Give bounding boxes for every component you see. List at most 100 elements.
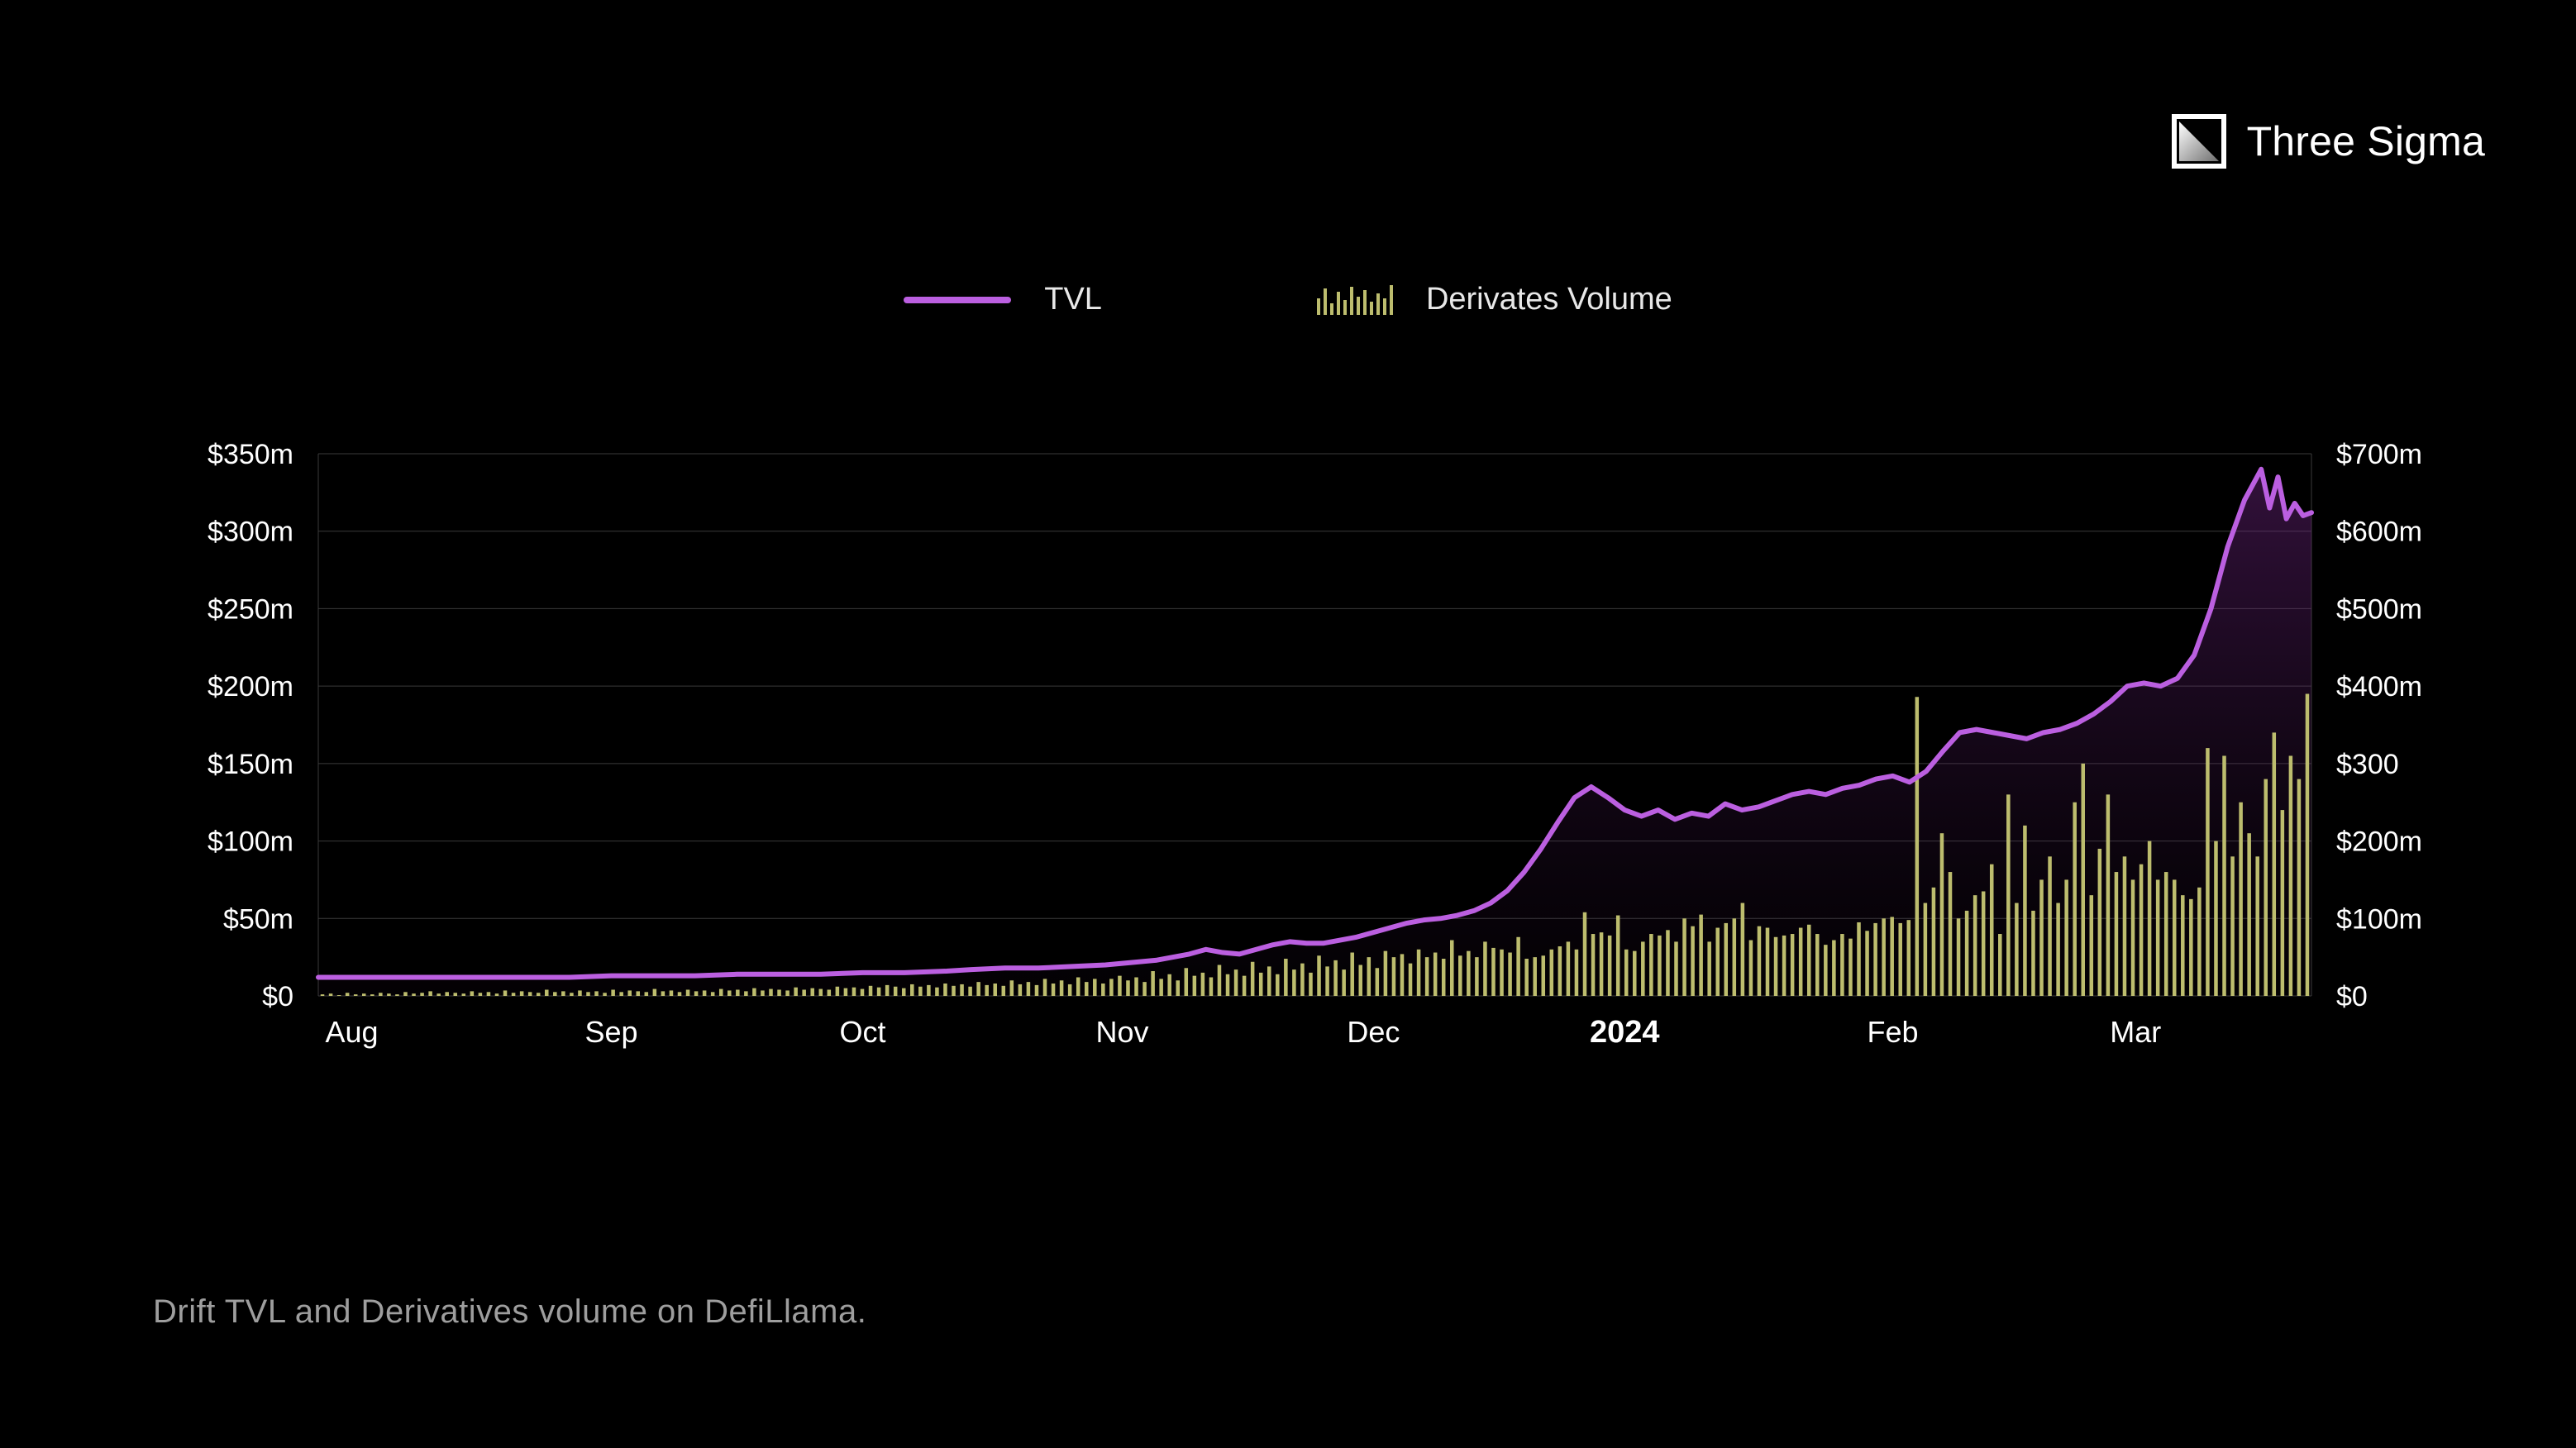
volume-bar (553, 992, 557, 996)
volume-bar (2239, 803, 2243, 996)
volume-bar (1890, 917, 1894, 996)
volume-bar (1915, 697, 1920, 996)
x-tick: Feb (1867, 1015, 1918, 1049)
volume-bar (1234, 969, 1238, 996)
legend-swatch-bars (1317, 285, 1393, 315)
volume-bar (1458, 955, 1462, 996)
volume-bar (918, 987, 923, 996)
volume-bar (2039, 879, 2044, 996)
y-left-tick: $350m (208, 442, 293, 470)
volume-bar (852, 988, 856, 996)
tvl-area (318, 469, 2311, 996)
volume-bar (802, 990, 806, 996)
volume-bar (1591, 934, 1596, 996)
volume-bar (1309, 973, 1313, 996)
volume-bar (1516, 937, 1520, 996)
volume-bar (1392, 957, 1396, 996)
volume-bar (1567, 941, 1571, 996)
volume-bar (1159, 979, 1163, 996)
volume-bar (1176, 980, 1180, 996)
volume-bar (603, 993, 607, 996)
volume-bar (1550, 950, 1554, 996)
y-left-tick: $250m (208, 593, 293, 625)
volume-bar (1384, 951, 1388, 996)
volume-bar (653, 989, 657, 996)
volume-bar (869, 986, 873, 996)
volume-bar (1990, 865, 1994, 996)
volume-bar (1691, 926, 1695, 996)
volume-bar (2247, 833, 2251, 996)
volume-bar (1333, 960, 1338, 996)
volume-bar (777, 990, 781, 996)
volume-bar (1442, 959, 1446, 996)
volume-bar (1317, 955, 1321, 996)
volume-bar (711, 992, 715, 996)
volume-bar (487, 992, 491, 996)
volume-bar (2297, 779, 2302, 996)
volume-bar (627, 990, 632, 996)
volume-bar (379, 993, 383, 996)
volume-bar (1674, 941, 1678, 996)
volume-bar (1649, 934, 1653, 996)
volume-bar (1641, 941, 1645, 996)
volume-bar (1151, 971, 1155, 996)
volume-bar (1376, 968, 1380, 996)
volume-bar (1699, 915, 1703, 996)
volume-bar (436, 993, 441, 996)
volume-bar (2306, 694, 2310, 996)
volume-bar (1774, 937, 1778, 996)
volume-bar (2264, 779, 2268, 996)
volume-bar (2023, 826, 2027, 996)
volume-bar (1682, 918, 1686, 996)
volume-bar (819, 989, 823, 996)
volume-bar (1292, 969, 1296, 996)
volume-bar (428, 991, 432, 996)
volume-bar (1799, 928, 1803, 996)
volume-bar (1882, 918, 1886, 996)
x-tick: 2024 (1590, 1015, 1660, 1050)
volume-bar (736, 990, 740, 996)
y-right-tick: $300 (2336, 749, 2399, 780)
volume-bar (1251, 962, 1255, 996)
volume-bar (1043, 979, 1047, 996)
y-left-tick: $150m (208, 749, 293, 780)
volume-bar (1068, 984, 1072, 996)
legend-swatch-line (904, 297, 1011, 303)
volume-bar (976, 982, 980, 996)
volume-bar (902, 988, 906, 996)
y-right-tick: $600m (2336, 517, 2422, 548)
volume-bar (1924, 903, 1928, 996)
volume-bar (968, 987, 972, 996)
y-left-tick: $0 (262, 981, 293, 1012)
volume-bar (828, 990, 832, 996)
volume-bar (1558, 946, 1562, 996)
volume-bar (761, 990, 765, 996)
volume-bar (2031, 911, 2035, 996)
volume-bar (1425, 957, 1429, 996)
volume-bar (578, 990, 582, 996)
volume-bar (412, 993, 416, 996)
volume-bar (2189, 899, 2193, 996)
volume-bar (1633, 951, 1637, 996)
volume-bar (910, 984, 914, 996)
volume-bar (2006, 794, 2011, 996)
volume-bar (1126, 980, 1130, 996)
volume-bar (1940, 833, 1944, 996)
brand-logo: Three Sigma (2169, 112, 2485, 171)
volume-bar (1010, 980, 1014, 996)
volume-bar (1907, 920, 1911, 996)
volume-bar (1267, 966, 1271, 996)
volume-bar (1932, 888, 1936, 996)
volume-bar (1608, 936, 1612, 996)
legend-item-tvl: TVL (904, 282, 1102, 317)
volume-bar (1167, 974, 1171, 996)
volume-bar (2090, 895, 2094, 996)
volume-bar (2140, 865, 2144, 996)
volume-bar (943, 984, 947, 996)
volume-bar (403, 992, 408, 996)
volume-bar (1185, 968, 1189, 996)
volume-bar (2073, 803, 2077, 996)
combo-chart: $0$50m$100m$150m$200m$250m$300m$350m$0$1… (145, 442, 2469, 1054)
volume-bar (1998, 934, 2002, 996)
volume-bar (1284, 959, 1288, 996)
